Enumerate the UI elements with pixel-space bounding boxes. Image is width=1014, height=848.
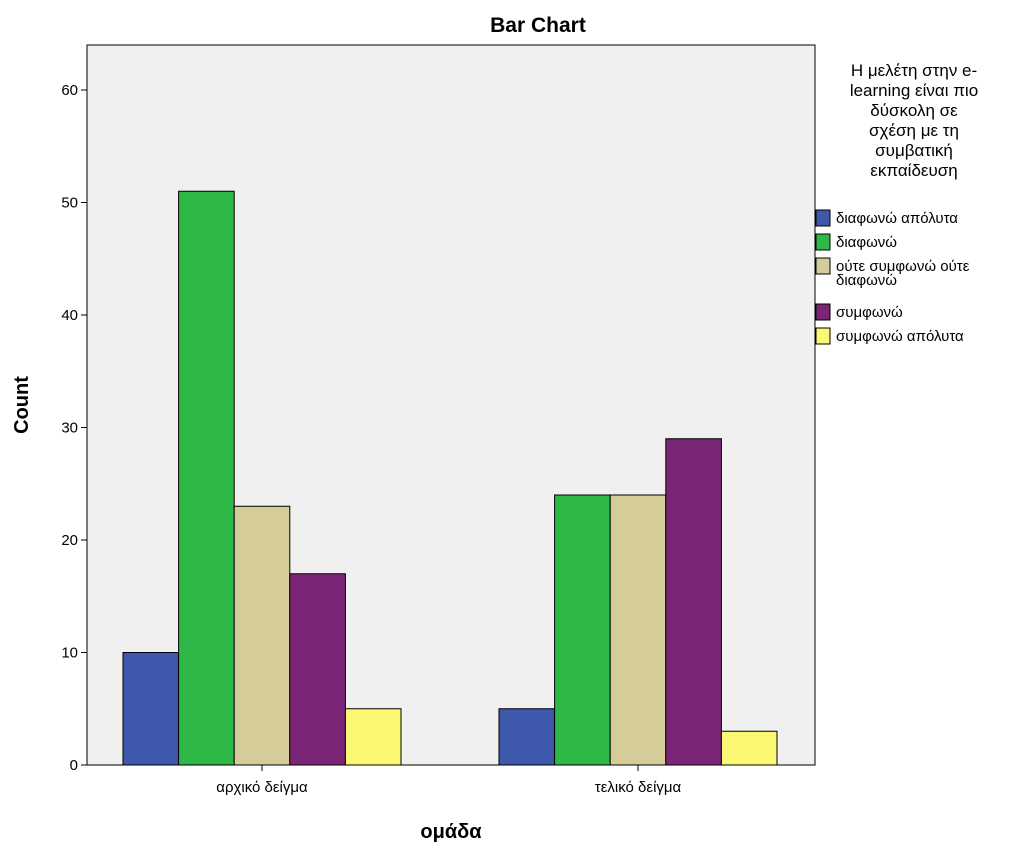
bar — [609, 494, 667, 766]
legend-label: διαφωνώ — [836, 272, 897, 289]
legend-label: διαφωνώ — [836, 234, 897, 251]
legend-title-line: δύσκολη σε — [870, 101, 958, 120]
legend-swatch — [815, 209, 831, 227]
y-tick-label: 0 — [70, 757, 78, 774]
y-axis-title: Count — [11, 376, 33, 434]
legend-label: διαφωνώ απόλυτα — [836, 210, 958, 227]
bar — [122, 652, 180, 766]
legend-label: συμφωνώ απόλυτα — [836, 328, 964, 345]
bar — [720, 730, 778, 766]
bar — [498, 708, 556, 766]
bar — [344, 708, 402, 766]
legend-swatch — [815, 257, 831, 275]
x-tick-label: τελικό δείγμα — [595, 779, 682, 796]
legend-title-line: Η μελέτη στην e- — [851, 61, 977, 80]
legend-title-line: learning είναι πιο — [850, 81, 978, 100]
legend-swatch — [815, 303, 831, 321]
bar — [233, 505, 291, 766]
chart-title: Bar Chart — [490, 14, 586, 37]
legend-title-line: συμβατική — [875, 141, 953, 160]
y-tick-label: 10 — [61, 645, 78, 662]
bar — [289, 573, 346, 766]
bar — [554, 494, 611, 766]
legend-label: συμφωνώ — [836, 304, 903, 321]
legend-swatch — [815, 233, 831, 251]
y-tick-label: 30 — [61, 420, 78, 437]
legend-title-line: σχέση με τη — [869, 121, 959, 140]
x-axis-title: ομάδα — [420, 821, 482, 843]
y-tick-label: 20 — [61, 532, 78, 549]
y-tick-label: 60 — [61, 82, 78, 99]
legend-title-line: εκπαίδευση — [870, 161, 957, 180]
y-axis: 0 10 20 30 40 50 60 — [61, 82, 87, 774]
legend-swatch — [815, 327, 831, 345]
bars — [122, 190, 778, 766]
bar — [178, 190, 235, 766]
bar — [665, 438, 722, 766]
y-tick-label: 50 — [61, 195, 78, 212]
y-tick-label: 40 — [61, 307, 78, 324]
legend-label: ούτε συμφωνώ ούτε — [836, 258, 970, 275]
x-axis: αρχικό δείγμα τελικό δείγμα — [216, 765, 682, 796]
x-tick-label: αρχικό δείγμα — [216, 779, 308, 796]
legend: Η μελέτη στην e-learning είναι πιοδύσκολ… — [815, 61, 978, 345]
